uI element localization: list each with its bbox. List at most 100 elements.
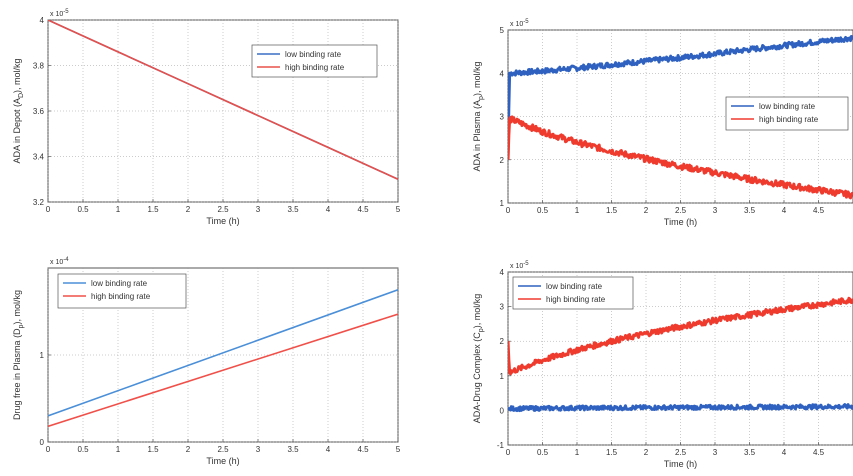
y-axis-label: ADA-Drug Complex (Cp), mol/kg	[472, 294, 485, 423]
x-tick-label: 0.5	[77, 445, 89, 454]
axis-exponent: x 10-5	[510, 19, 529, 28]
axis-exponent-power: -4	[63, 257, 69, 263]
x-tick-label: 3	[713, 206, 718, 215]
y-tick-label: 4	[40, 16, 45, 25]
y-axis-label: ADA in Depot (AD), mol/kg	[12, 58, 25, 163]
axis-exponent-base: x 10	[510, 21, 523, 28]
x-axis-label: Time (h)	[664, 217, 697, 227]
axis-exponent-power: -5	[523, 19, 529, 25]
x-tick-label: 1	[116, 205, 121, 214]
x-tick-label: 0	[46, 205, 51, 214]
y-axis-label: ADA in Plasma (Ap), mol/kg	[472, 62, 485, 172]
x-tick-label: 0.5	[77, 205, 89, 214]
x-tick-label: 1	[116, 445, 121, 454]
x-tick-label: 4.5	[813, 448, 825, 457]
x-tick-label: 0.5	[537, 448, 549, 457]
x-tick-label: 3	[256, 445, 261, 454]
x-tick-label: 2.5	[675, 206, 687, 215]
y-tick-label: 1	[500, 372, 505, 381]
y-axis-label-tail: ), mol/kg	[12, 290, 22, 325]
x-tick-label: 1.5	[147, 205, 159, 214]
x-tick-label: 2	[186, 445, 191, 454]
legend: low binding rate high binding rate	[725, 96, 849, 131]
y-tick-label: 0	[40, 438, 45, 447]
series-line-low-binding	[508, 403, 853, 413]
y-axis-label-sub: p	[18, 324, 25, 328]
legend-box	[725, 96, 849, 131]
y-tick-label: -1	[497, 441, 505, 450]
x-tick-label: 4	[326, 205, 331, 214]
y-tick-label: 5	[500, 26, 505, 35]
x-tick-label: 2	[644, 448, 649, 457]
x-axis-label: Time (h)	[664, 459, 697, 469]
legend-box	[251, 44, 378, 78]
y-tick-label: 1	[500, 199, 505, 208]
y-tick-label: 2	[500, 337, 505, 346]
x-tick-label: 1.5	[147, 445, 159, 454]
y-axis-label-sub: p	[478, 96, 485, 100]
x-tick-label: 3.5	[744, 448, 756, 457]
y-axis-label-tail: ), mol/kg	[472, 62, 482, 97]
y-axis-label-main: Drug free in Plasma (D	[12, 328, 22, 420]
series-line-low-binding	[508, 34, 853, 160]
x-tick-label: 0	[506, 448, 511, 457]
axis-exponent-base: x 10	[50, 259, 63, 266]
y-axis-label-sub: p	[478, 328, 485, 332]
y-tick-label: 3	[500, 303, 505, 312]
axis-exponent-power: -5	[63, 9, 69, 15]
legend-entry: high binding rate	[759, 115, 819, 124]
y-axis-label-main: ADA in Plasma (A	[472, 100, 482, 172]
legend-box	[57, 273, 187, 309]
axis-exponent-base: x 10	[50, 11, 63, 18]
x-tick-label: 2	[186, 205, 191, 214]
y-axis-label: Drug free in Plasma (Dp), mol/kg	[12, 290, 25, 420]
legend: low binding rate high binding rate	[512, 276, 634, 310]
legend-entry: low binding rate	[759, 102, 816, 111]
x-tick-label: 2	[644, 206, 649, 215]
axis-exponent: x 10-4	[50, 257, 69, 266]
y-tick-label: 4	[500, 268, 505, 277]
legend: low binding rate high binding rate	[57, 273, 187, 309]
x-tick-label: 4	[782, 448, 787, 457]
y-tick-label: 3.8	[33, 62, 45, 71]
series-line-low-binding	[48, 288, 398, 417]
axis-exponent: x 10-5	[50, 9, 69, 18]
legend-box	[512, 276, 634, 310]
x-tick-label: 0	[506, 206, 511, 215]
y-axis-label-sub: D	[18, 93, 25, 98]
series-line-high-binding	[508, 115, 853, 200]
x-tick-label: 3	[713, 448, 718, 457]
x-tick-label: 2.5	[675, 448, 687, 457]
x-tick-label: 5	[396, 205, 401, 214]
y-axis-label-tail: ), mol/kg	[12, 58, 22, 93]
chart-depot: 0 0.5 1 1.5 2 2.5 3 3.5 4 4.5 5 3.2 3.4 3.6 3.8 4 x 10-5…	[12, 9, 401, 226]
legend-entry: high binding rate	[91, 292, 151, 301]
legend-entry: low binding rate	[546, 282, 603, 291]
legend-entry: high binding rate	[285, 63, 345, 72]
axis-exponent: x 10-5	[510, 261, 529, 270]
x-tick-label: 4.5	[357, 205, 369, 214]
x-tick-label: 2.5	[217, 205, 229, 214]
chart-plasma-ada: 0 0.5 1 1.5 2 2.5 3 3.5 4 4.5 1 2 3 4 5 x 10-5 Time (h) A…	[472, 19, 853, 227]
x-tick-label: 4	[326, 445, 331, 454]
series-line-high-binding	[48, 313, 398, 428]
y-tick-label: 3.2	[33, 198, 45, 207]
x-tick-label: 0.5	[537, 206, 549, 215]
series-line-high-binding	[48, 20, 398, 180]
y-tick-label: 1	[40, 351, 45, 360]
x-tick-label: 3.5	[744, 206, 756, 215]
x-tick-label: 0	[46, 445, 51, 454]
x-tick-label: 1.5	[606, 206, 618, 215]
series-line-high-binding	[508, 296, 853, 376]
x-tick-label: 2.5	[217, 445, 229, 454]
x-tick-label: 1	[575, 448, 580, 457]
axis-exponent-base: x 10	[510, 263, 523, 270]
x-tick-label: 3.5	[287, 445, 299, 454]
x-tick-label: 4	[782, 206, 787, 215]
y-tick-label: 4	[500, 69, 505, 78]
x-axis-label: Time (h)	[206, 456, 239, 466]
x-tick-label: 3	[256, 205, 261, 214]
x-tick-label: 1.5	[606, 448, 618, 457]
